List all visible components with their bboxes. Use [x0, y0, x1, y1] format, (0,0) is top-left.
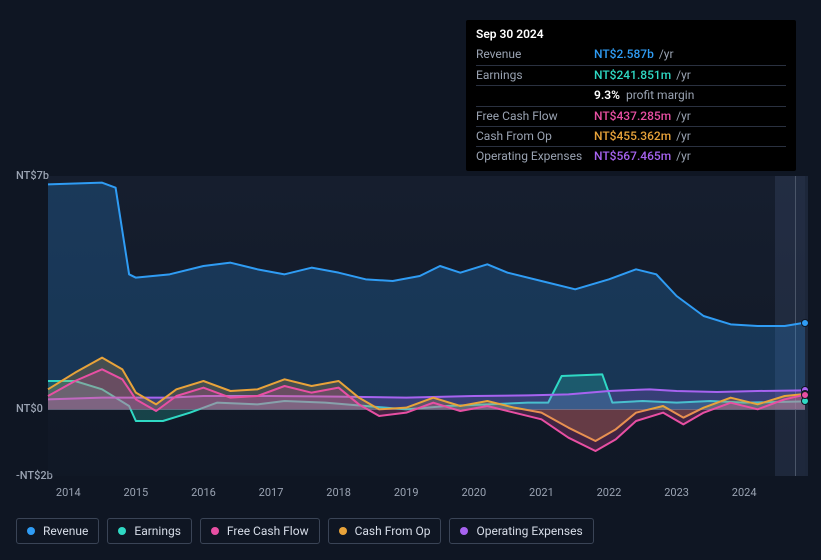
x-axis-label: 2024	[732, 486, 757, 499]
legend-dot-icon	[211, 527, 219, 535]
legend-label: Operating Expenses	[476, 524, 582, 538]
tooltip-row-value: NT$455.362m	[594, 129, 671, 143]
tooltip-row: Free Cash FlowNT$437.285m /yr	[476, 106, 786, 126]
x-axis-label: 2022	[597, 486, 622, 499]
tooltip-sub-label: profit margin	[623, 88, 694, 102]
y-axis-label: NT$7b	[16, 169, 49, 182]
financial-chart: NT$7bNT$0-NT$2b 201420152016201720182019…	[16, 160, 805, 520]
legend-dot-icon	[118, 527, 126, 535]
tooltip-row-label: Earnings	[476, 67, 594, 84]
legend-item-operating_expenses[interactable]: Operating Expenses	[449, 518, 593, 544]
x-axis-label: 2017	[259, 486, 284, 499]
legend-label: Cash From Op	[355, 524, 431, 538]
series-end-dot-free_cash_flow	[801, 391, 809, 399]
x-axis-label: 2020	[461, 486, 486, 499]
tooltip-row: Cash From OpNT$455.362m /yr	[476, 126, 786, 146]
series-svg	[48, 176, 805, 476]
legend-item-free_cash_flow[interactable]: Free Cash Flow	[200, 518, 320, 544]
legend-label: Revenue	[43, 524, 88, 538]
tooltip-row-suffix: /yr	[673, 68, 691, 82]
x-axis-labels: 2014 2015 2016 2017 2018 2019 2020 2021 2022 2023…	[48, 486, 805, 502]
tooltip-row-label: Cash From Op	[476, 128, 594, 145]
tooltip-sub-value: 9.3%	[594, 88, 620, 102]
tooltip-row-suffix: /yr	[656, 47, 674, 61]
legend-item-cash_from_op[interactable]: Cash From Op	[328, 518, 442, 544]
legend-dot-icon	[460, 527, 468, 535]
tooltip-row-value: NT$437.285m	[594, 109, 671, 123]
series-area-revenue	[48, 183, 805, 410]
legend-label: Free Cash Flow	[227, 524, 309, 538]
x-axis-label: 2016	[191, 486, 216, 499]
x-axis-label: 2018	[326, 486, 351, 499]
x-axis-label: 2015	[123, 486, 148, 499]
chart-legend: Revenue Earnings Free Cash Flow Cash From O…	[16, 518, 594, 544]
legend-dot-icon	[27, 527, 35, 535]
tooltip-row-value: NT$241.851m	[594, 68, 671, 82]
legend-item-revenue[interactable]: Revenue	[16, 518, 99, 544]
tooltip-row: RevenueNT$2.587b /yr	[476, 45, 786, 64]
value-tooltip: Sep 30 2024 RevenueNT$2.587b /yrEarnings…	[466, 20, 796, 171]
x-axis-label: 2023	[664, 486, 689, 499]
tooltip-date: Sep 30 2024	[476, 26, 786, 45]
tooltip-row-label: Free Cash Flow	[476, 108, 594, 125]
x-axis-label: 2014	[56, 486, 81, 499]
series-end-dot-revenue	[801, 319, 809, 327]
tooltip-row: EarningsNT$241.851m /yr	[476, 65, 786, 85]
legend-label: Earnings	[134, 524, 181, 538]
tooltip-row-suffix: /yr	[673, 129, 691, 143]
y-axis-label: NT$0	[16, 402, 43, 415]
tooltip-row-label: Revenue	[476, 46, 594, 63]
tooltip-subrow: 9.3% profit margin	[476, 85, 786, 105]
legend-item-earnings[interactable]: Earnings	[107, 518, 192, 544]
x-axis-label: 2019	[394, 486, 419, 499]
legend-dot-icon	[339, 527, 347, 535]
tooltip-row-suffix: /yr	[673, 109, 691, 123]
x-axis-label: 2021	[529, 486, 554, 499]
tooltip-row-value: NT$2.587b	[594, 47, 654, 61]
